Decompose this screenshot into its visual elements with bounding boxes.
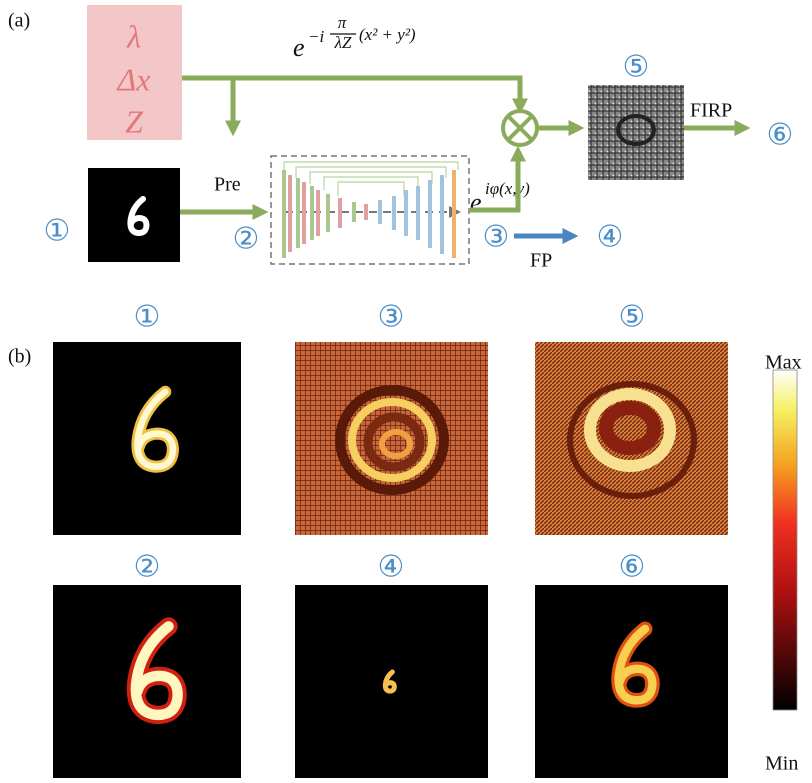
panel-label: (a) [8, 10, 30, 32]
formula-exponent: (x² + y²) [359, 25, 416, 44]
result-image [295, 342, 488, 535]
parameter: Z [125, 103, 144, 139]
formula-denominator: λZ [334, 33, 352, 52]
formula-base: e [470, 188, 482, 217]
marker: ① [134, 300, 161, 335]
parameter: λ [126, 18, 141, 54]
formula-exponent: iφ(x,y) [485, 179, 530, 198]
colorbar-min-label: Min [765, 753, 798, 775]
result-image [535, 585, 728, 778]
panel-label: (b) [8, 346, 31, 368]
marker: ⑥ [767, 118, 794, 153]
step-label: FP [530, 250, 552, 272]
formula-exponent: −i [308, 27, 324, 46]
marker: ② [233, 222, 260, 257]
marker: ⑤ [623, 50, 650, 85]
step-label: Pre [214, 174, 241, 196]
colorbar-max-label: Max [765, 352, 802, 374]
marker: ④ [597, 220, 624, 255]
multiply-node [503, 111, 537, 145]
step-label: FIRP [690, 100, 732, 122]
hologram-image [588, 85, 684, 180]
marker: ③ [483, 220, 510, 255]
figure: (a) λ Δx Z e −i π λZ (x² + y²) Pre ① ② e… [0, 0, 812, 783]
marker: ④ [378, 550, 405, 585]
marker: ③ [378, 300, 405, 335]
parameter: Δx [116, 61, 151, 97]
result-image [535, 342, 728, 535]
colorbar [773, 370, 797, 710]
network [271, 156, 469, 264]
formula-numerator: π [338, 13, 347, 32]
marker: ② [134, 550, 161, 585]
marker: ⑥ [619, 550, 646, 585]
formula-base: e [293, 33, 305, 62]
marker: ① [44, 214, 71, 249]
marker: ⑤ [619, 300, 646, 335]
